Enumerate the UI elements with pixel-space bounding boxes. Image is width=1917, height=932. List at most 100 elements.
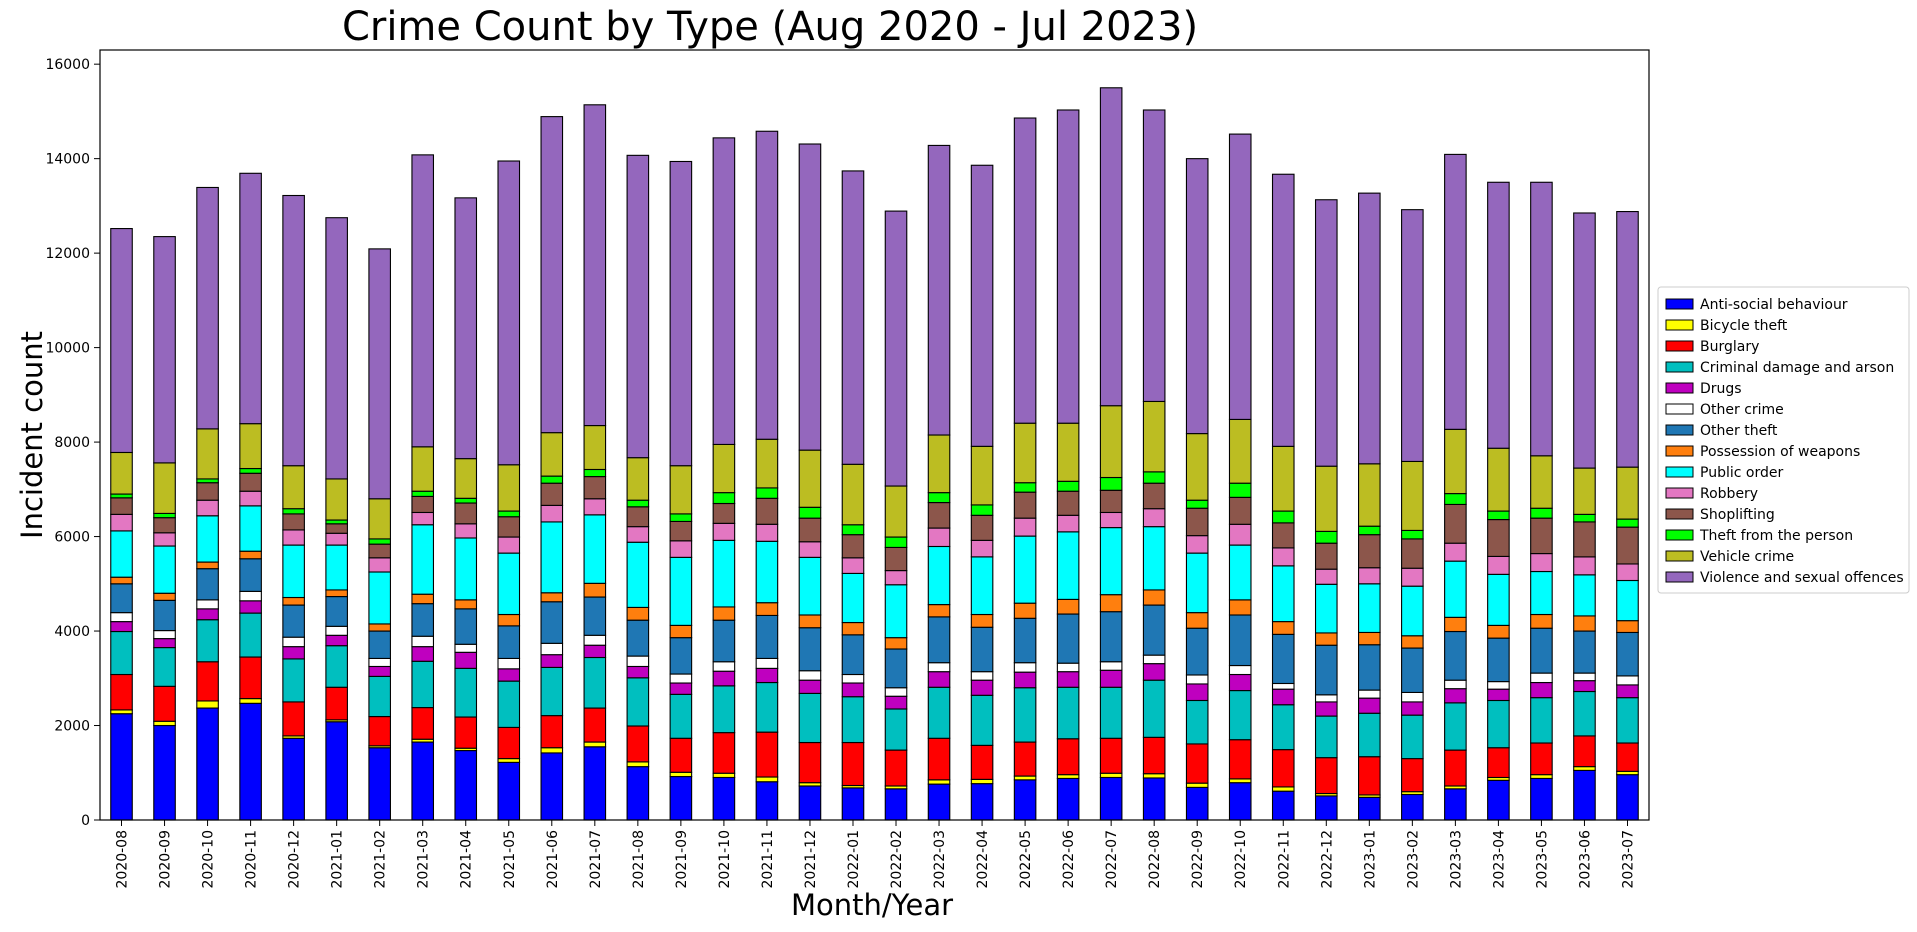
bar-segment <box>1056 109 1080 424</box>
bar-segment <box>196 482 219 501</box>
bar-segment <box>1358 583 1381 634</box>
bar-segment <box>970 613 994 628</box>
bar-segment <box>1616 684 1639 699</box>
bar-segment <box>669 160 693 467</box>
y-tick-label: 0 <box>81 813 90 829</box>
x-tick-label: 2022-10 <box>1233 830 1249 889</box>
bar-segment <box>1573 690 1596 737</box>
bar-segment <box>1228 599 1252 616</box>
bar-segment <box>1228 133 1252 420</box>
bar-segment <box>1487 699 1510 749</box>
bar-segment <box>755 681 779 733</box>
bar-segment <box>1185 782 1209 788</box>
bar-segment <box>153 638 176 649</box>
bar-segment <box>970 783 994 821</box>
y-tick-label: 14000 <box>45 152 90 168</box>
bar-segment <box>1358 463 1381 527</box>
bar-segment <box>1314 701 1338 717</box>
bar-segment <box>282 194 305 467</box>
bar-segment <box>1444 503 1467 544</box>
bar-segment <box>1530 774 1553 779</box>
bar-segment <box>110 228 133 454</box>
bar-segment <box>1616 675 1639 686</box>
bar-segment <box>282 737 305 821</box>
x-tick-label: 2020-12 <box>287 830 303 889</box>
y-tick-label: 10000 <box>45 341 90 357</box>
bar-segment <box>1401 538 1424 569</box>
legend-label: Possession of weapons <box>1700 444 1860 460</box>
bar-segment <box>798 692 822 744</box>
bar-segment <box>755 540 779 604</box>
bar-segment <box>325 634 348 647</box>
bar-segment <box>1056 490 1080 516</box>
bar-segment <box>841 787 865 821</box>
x-tick-label: 2022-04 <box>975 830 991 889</box>
bar-segment <box>1616 211 1639 468</box>
legend-label: Shoplifting <box>1700 507 1775 523</box>
bar-segment <box>239 172 262 425</box>
y-tick-label: 4000 <box>54 624 90 640</box>
bar-segment <box>411 741 435 821</box>
bar-segment <box>1099 772 1123 779</box>
bar-segment <box>1271 682 1295 690</box>
x-tick-label: 2023-01 <box>1362 830 1378 889</box>
bar-segment <box>1487 624 1510 639</box>
bar-segment <box>153 532 176 547</box>
bar-segment <box>1530 507 1553 519</box>
bar-segment <box>1142 773 1166 779</box>
bar-segment <box>497 625 521 659</box>
bar-segment <box>1228 614 1252 667</box>
bar-segment <box>1271 688 1295 706</box>
bar-segment <box>884 546 908 572</box>
bar-segment <box>1013 422 1037 484</box>
bar-segment <box>1185 612 1209 629</box>
bar-segment <box>1185 627 1209 676</box>
bar-segment <box>1271 445 1295 512</box>
bar-segment <box>927 492 951 504</box>
bar-segment <box>239 656 262 700</box>
bar-segment <box>1401 567 1424 587</box>
bar-segment <box>411 646 435 662</box>
x-tick-label: 2022-09 <box>1190 830 1206 889</box>
bar-segment <box>153 592 176 601</box>
bar-segment <box>454 716 478 749</box>
bar-segment <box>1185 433 1209 501</box>
bar-segment <box>1401 209 1424 463</box>
bar-segment <box>540 752 564 821</box>
bar-segment <box>411 593 435 605</box>
bar-segment <box>454 643 478 653</box>
y-tick-label: 2000 <box>54 719 90 735</box>
bar-segment <box>454 608 478 645</box>
bar-segment <box>454 667 478 718</box>
bar-segment <box>1013 117 1037 424</box>
bar-segment <box>1271 547 1295 567</box>
bar-segment <box>239 702 262 821</box>
bar-segment <box>497 726 521 760</box>
bar-segment <box>1573 769 1596 821</box>
bar-segment <box>411 603 435 637</box>
bar-segment <box>626 761 650 768</box>
bar-segment <box>325 544 348 591</box>
bar-segment <box>798 506 822 519</box>
bar-segment <box>1444 688 1467 704</box>
legend-label: Other theft <box>1700 423 1778 439</box>
bar-segment <box>1185 786 1209 821</box>
bar-segment <box>798 517 822 543</box>
bar-segment <box>540 642 564 656</box>
bar-segment <box>153 647 176 687</box>
bar-segment <box>1616 466 1639 520</box>
bar-segment <box>583 104 607 427</box>
bar-segment <box>1099 737 1123 774</box>
x-tick-label: 2021-10 <box>717 830 733 889</box>
bar-segment <box>1358 567 1381 585</box>
bar-segment <box>798 741 822 784</box>
bar-segment <box>798 449 822 508</box>
bar-segment <box>626 499 650 508</box>
bar-segment <box>626 154 650 459</box>
bar-segment <box>1271 510 1295 524</box>
y-tick-label: 8000 <box>54 435 90 451</box>
bar-segment <box>1573 766 1596 771</box>
bar-segment <box>282 646 305 660</box>
bar-segment <box>1616 774 1639 821</box>
legend-swatch <box>1665 487 1694 499</box>
